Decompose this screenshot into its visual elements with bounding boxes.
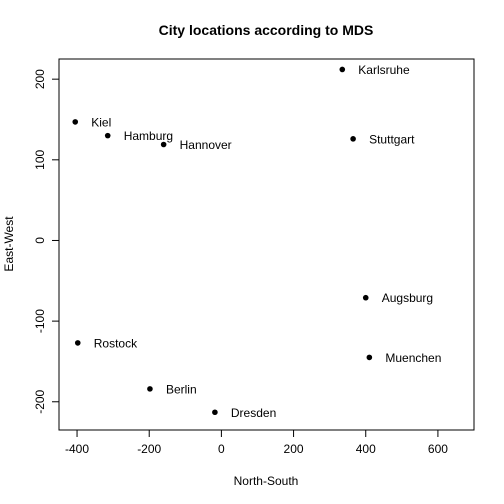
y-tick-label: 200 [33, 69, 47, 89]
point-label-muenchen: Muenchen [385, 351, 441, 365]
x-tick-label: -400 [65, 442, 89, 456]
point-muenchen [366, 354, 373, 361]
x-axis-label: North-South [234, 474, 299, 488]
point-label-dresden: Dresden [231, 406, 276, 420]
point-label-hannover: Hannover [180, 138, 232, 152]
data-points: Karlsruhe Kiel Hamburg Hannover Stuttgart Aug… [72, 63, 441, 420]
x-tick-label: 400 [356, 442, 376, 456]
y-axis: -200 -100 0 100 200 [33, 69, 60, 414]
point-rostock [74, 340, 81, 346]
y-tick-label: 100 [33, 149, 47, 169]
plot-frame [58, 58, 475, 431]
x-tick-label: -200 [137, 442, 161, 456]
point-berlin [147, 386, 153, 392]
y-tick-label: -200 [33, 389, 47, 413]
point-label-kiel: Kiel [91, 115, 111, 129]
x-tick-label: 0 [218, 442, 225, 456]
x-axis: -400 -200 0 200 400 600 [65, 429, 448, 456]
point-hannover [160, 141, 167, 148]
point-label-berlin: Berlin [166, 382, 197, 396]
point-dresden [212, 409, 218, 416]
x-tick-label: 600 [428, 442, 448, 456]
point-augsburg [362, 294, 369, 301]
y-tick-label: -100 [33, 309, 47, 333]
y-axis-label: East-West [2, 216, 16, 272]
point-label-augsburg: Augsburg [382, 291, 433, 305]
point-label-rostock: Rostock [94, 336, 138, 350]
point-hamburg [104, 132, 111, 139]
chart-title: City locations according to MDS [159, 22, 374, 38]
point-stuttgart [350, 136, 356, 142]
y-tick-label: 0 [33, 237, 47, 244]
point-karlsruhe [339, 66, 346, 73]
x-tick-label: 200 [284, 442, 304, 456]
point-label-hamburg: Hamburg [124, 129, 173, 143]
point-label-stuttgart: Stuttgart [369, 132, 415, 146]
point-label-karlsruhe: Karlsruhe [358, 63, 410, 77]
point-kiel [72, 119, 79, 125]
